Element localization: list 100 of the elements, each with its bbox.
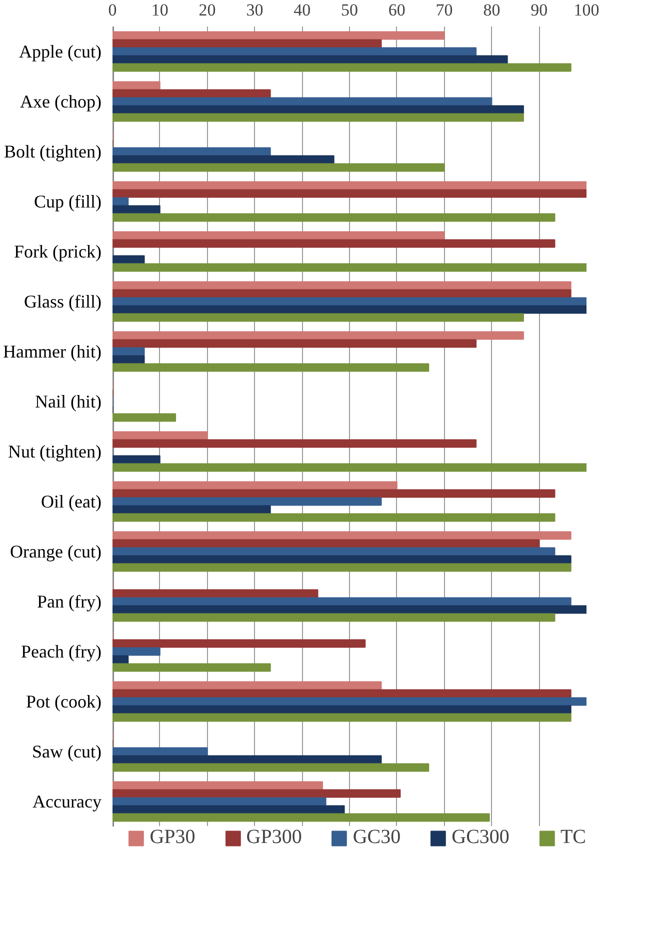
bar [112,605,586,614]
x-tick-label: 20 [198,0,216,20]
y-tick-label: Oil (eat) [41,492,102,512]
bar [112,489,556,498]
bar [112,689,572,698]
bar [112,697,586,706]
bar [112,231,445,240]
x-tick-label: 100 [574,0,600,20]
bar [112,613,556,622]
x-tick-label: 10 [151,0,168,20]
bar [112,347,145,356]
bar [112,181,586,190]
bar [112,305,586,314]
x-tick-label: 0 [108,0,117,20]
bar [112,531,572,540]
y-tick-label: Cup (fill) [34,192,102,212]
bar [112,813,490,822]
bar [112,805,345,814]
bar [112,647,160,656]
bar [112,63,572,72]
bar [112,705,572,714]
bar [112,313,524,322]
bar [112,55,508,64]
bar [112,155,334,164]
bar [112,263,586,272]
y-tick-label: Accuracy [32,792,102,812]
bar [112,239,556,248]
x-tick-label: 30 [246,0,264,20]
y-tick-label: Pan (fry) [37,592,102,612]
bar [112,255,145,264]
bar [112,663,271,672]
legend-label: GP30 [150,826,196,849]
y-tick-label: Peach (fry) [21,642,102,662]
x-tick-label: 50 [341,0,358,20]
bar [112,189,586,198]
legend-label: GP300 [246,826,302,849]
bar [112,681,382,690]
bar [112,597,572,606]
bar [112,97,492,106]
y-tick-label: Hammer (hit) [3,342,102,362]
bar [112,147,271,156]
bar [112,797,326,806]
y-tick-label: Glass (fill) [24,292,102,312]
bar [112,105,524,114]
bar [112,197,129,206]
y-tick-label: Pot (cook) [26,692,102,712]
bar [112,713,572,722]
bar [112,539,540,548]
x-tick-label: 90 [530,0,548,20]
bar [112,339,477,348]
bar [112,455,160,464]
bar [112,481,398,490]
bar [112,439,477,448]
x-tick-label: 70 [436,0,453,20]
bar [112,355,145,364]
bar [112,505,271,514]
bar [112,431,208,440]
bar [112,163,445,172]
bar [112,413,176,422]
bar [112,781,323,790]
bar [112,747,208,756]
bar [112,297,586,306]
x-tick-label: 60 [388,0,406,20]
bar [112,89,271,98]
bar [112,363,430,372]
y-tick-label: Fork (prick) [14,242,102,262]
bar [112,31,445,40]
y-tick-label: Apple (cut) [19,42,102,62]
y-tick-label: Bolt (tighten) [4,142,102,162]
bar [112,655,129,664]
bar [112,113,524,122]
bar [112,755,382,764]
bar [112,763,430,772]
bar [112,39,382,48]
legend-label: GC30 [352,826,401,849]
bar [112,331,524,340]
bar [112,789,401,798]
y-tick-label: Orange (cut) [10,542,102,562]
bar [112,497,382,506]
y-tick-label: Nail (hit) [35,392,102,412]
x-tick-label: 40 [294,0,311,20]
bar [112,81,160,90]
bar [112,463,586,472]
y-tick-label: Saw (cut) [32,742,102,762]
legend-label: GC300 [452,826,510,849]
y-tick-label: Axe (chop) [20,92,102,112]
bar [112,547,556,556]
bar [112,281,572,290]
bar [112,289,572,298]
x-tick-label: 80 [483,0,500,20]
bar [112,589,318,598]
y-tick-label: Nut (tighten) [8,442,102,462]
bar [112,47,477,56]
bar [112,513,556,522]
bar [112,213,556,222]
bar [112,205,160,214]
legend-label: TC [560,826,586,849]
bar [112,639,366,648]
bar [112,563,572,572]
bar [112,555,572,564]
